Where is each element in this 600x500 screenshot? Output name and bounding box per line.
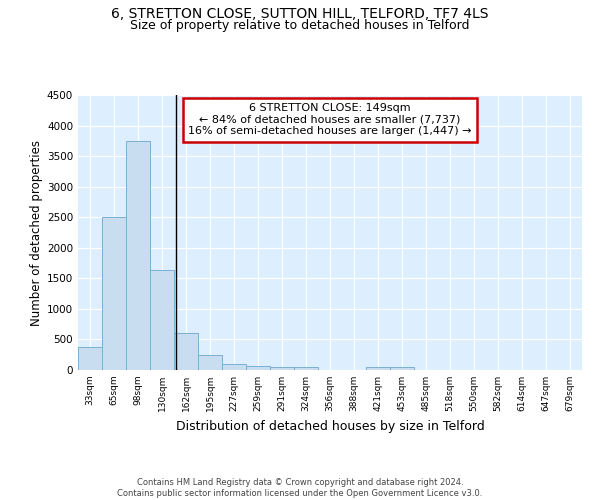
Text: Size of property relative to detached houses in Telford: Size of property relative to detached ho… <box>130 18 470 32</box>
Bar <box>294 367 318 370</box>
Text: Contains HM Land Registry data © Crown copyright and database right 2024.
Contai: Contains HM Land Registry data © Crown c… <box>118 478 482 498</box>
Bar <box>150 270 174 370</box>
Bar <box>270 367 294 370</box>
Bar <box>102 217 126 370</box>
Bar <box>198 356 222 370</box>
Bar <box>78 347 102 370</box>
Bar <box>246 366 270 370</box>
Text: 6, STRETTON CLOSE, SUTTON HILL, TELFORD, TF7 4LS: 6, STRETTON CLOSE, SUTTON HILL, TELFORD,… <box>111 8 489 22</box>
X-axis label: Distribution of detached houses by size in Telford: Distribution of detached houses by size … <box>176 420 484 432</box>
Bar <box>366 366 390 370</box>
Bar <box>222 364 246 370</box>
Y-axis label: Number of detached properties: Number of detached properties <box>30 140 43 326</box>
Text: 6 STRETTON CLOSE: 149sqm
← 84% of detached houses are smaller (7,737)
16% of sem: 6 STRETTON CLOSE: 149sqm ← 84% of detach… <box>188 104 472 136</box>
Bar <box>174 334 198 370</box>
Bar <box>126 141 150 370</box>
Bar <box>390 367 414 370</box>
